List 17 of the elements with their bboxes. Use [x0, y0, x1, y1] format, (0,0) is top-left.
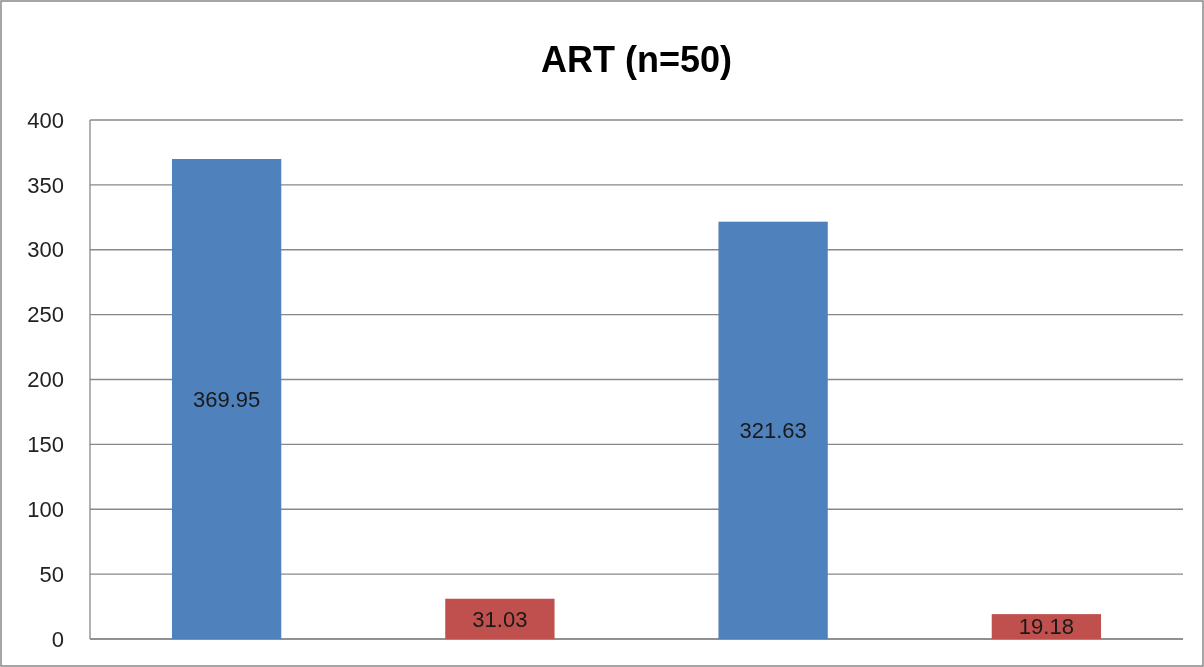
bar	[445, 598, 555, 639]
y-tick-label: 250	[27, 302, 64, 328]
y-tick-label: 100	[27, 496, 64, 522]
y-tick-label: 50	[39, 561, 64, 587]
chart-title: ART (n=50)	[540, 39, 733, 80]
y-tick-label: 0	[51, 626, 64, 652]
y-tick-label: 300	[27, 237, 64, 263]
data-label: 369.95	[192, 386, 261, 412]
data-label: 19.18	[1018, 614, 1074, 640]
bar	[171, 158, 282, 639]
y-tick-label: 350	[27, 172, 64, 198]
y-tick-label: 400	[27, 107, 64, 133]
bar	[718, 221, 828, 639]
y-tick-label: 200	[27, 367, 64, 393]
data-label: 321.63	[739, 418, 807, 444]
y-tick-label: 150	[27, 432, 64, 458]
data-label: 31.03	[472, 606, 528, 632]
